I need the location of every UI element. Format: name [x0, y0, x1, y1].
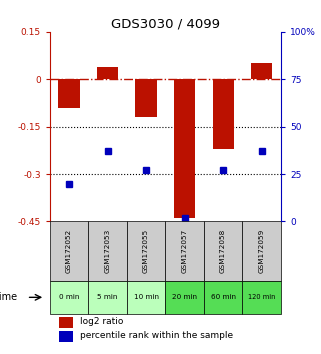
Text: GSM172059: GSM172059: [259, 229, 265, 273]
Bar: [204, 222, 242, 281]
Bar: [59, 316, 73, 328]
Text: time: time: [0, 292, 17, 302]
Text: GSM172052: GSM172052: [66, 229, 72, 273]
Text: 5 min: 5 min: [97, 294, 118, 300]
Bar: [165, 281, 204, 314]
Bar: [127, 222, 165, 281]
Text: 20 min: 20 min: [172, 294, 197, 300]
Bar: [204, 281, 242, 314]
Bar: [165, 222, 204, 281]
Title: GDS3030 / 4099: GDS3030 / 4099: [111, 18, 220, 31]
Bar: [58, 79, 80, 108]
Bar: [50, 222, 88, 281]
Bar: [97, 67, 118, 79]
Bar: [88, 222, 127, 281]
Text: GSM172058: GSM172058: [220, 229, 226, 273]
Text: 0 min: 0 min: [59, 294, 79, 300]
Bar: [127, 281, 165, 314]
Text: GSM172053: GSM172053: [105, 229, 110, 273]
Bar: [88, 281, 127, 314]
Bar: [59, 331, 73, 342]
Text: GSM172057: GSM172057: [182, 229, 187, 273]
Text: 10 min: 10 min: [134, 294, 159, 300]
Bar: [251, 63, 272, 79]
Bar: [242, 281, 281, 314]
Bar: [213, 79, 234, 149]
Bar: [135, 79, 157, 117]
Text: 120 min: 120 min: [248, 294, 275, 300]
Text: percentile rank within the sample: percentile rank within the sample: [80, 331, 233, 341]
Text: log2 ratio: log2 ratio: [80, 318, 123, 326]
Bar: [174, 79, 195, 218]
Text: 60 min: 60 min: [211, 294, 236, 300]
Bar: [242, 222, 281, 281]
Bar: [50, 281, 88, 314]
Text: GSM172055: GSM172055: [143, 229, 149, 273]
